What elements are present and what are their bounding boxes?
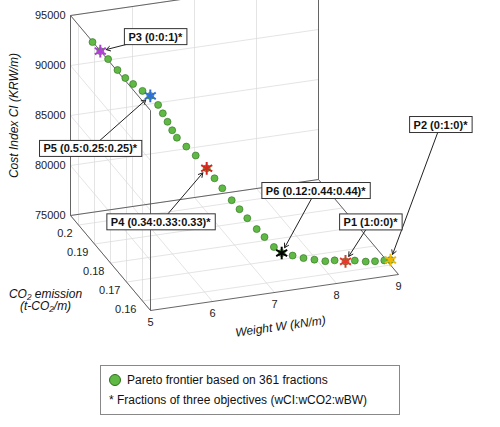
svg-text:5: 5 [147,316,153,328]
svg-text:P1 (1:0:0)*: P1 (1:0:0)* [344,216,399,228]
svg-text:9: 9 [395,280,401,292]
html-text:* Fractions of three objective: * Fractions of three objectives (wCI:wCO… [109,393,368,407]
svg-text:P3 (0:0:1)*: P3 (0:0:1)* [128,31,183,43]
svg-text:0.2: 0.2 [57,227,72,239]
svg-text:7: 7 [271,298,277,310]
html-text:Pareto frontier based on 361 f: Pareto frontier based on 361 fractions [127,373,328,387]
svg-text:0.19: 0.19 [67,246,88,258]
svg-text:75000: 75000 [35,209,66,221]
svg-text:95000: 95000 [35,9,66,21]
svg-text:8: 8 [333,289,339,301]
svg-text:0.17: 0.17 [99,284,120,296]
svg-text:P4 (0.34:0.33:0.33)*: P4 (0.34:0.33:0.33)* [111,216,211,228]
svg-text:6: 6 [209,307,215,319]
svg-text:P6 (0.12:0.44:0.44)*: P6 (0.12:0.44:0.44)* [266,185,366,197]
svg-text:CO₂ emission(t-CO₂/m): CO₂ emission(t-CO₂/m) [9,287,83,313]
svg-text:P2 (0:1:0)*: P2 (0:1:0)* [414,119,469,131]
svg-text:P5 (0.5:0.25:0.25)*: P5 (0.5:0.25:0.25)* [44,142,138,154]
svg-text:0.18: 0.18 [83,265,104,277]
svg-text:90000: 90000 [35,59,66,71]
svg-text:0.16: 0.16 [115,303,136,315]
svg-text:85000: 85000 [35,109,66,121]
svg-text:80000: 80000 [35,159,66,171]
svg-text:Weight W (kN/m): Weight W (kN/m) [234,313,326,340]
svg-text:Cost Index CI (KRW/m): Cost Index CI (KRW/m) [7,53,21,178]
